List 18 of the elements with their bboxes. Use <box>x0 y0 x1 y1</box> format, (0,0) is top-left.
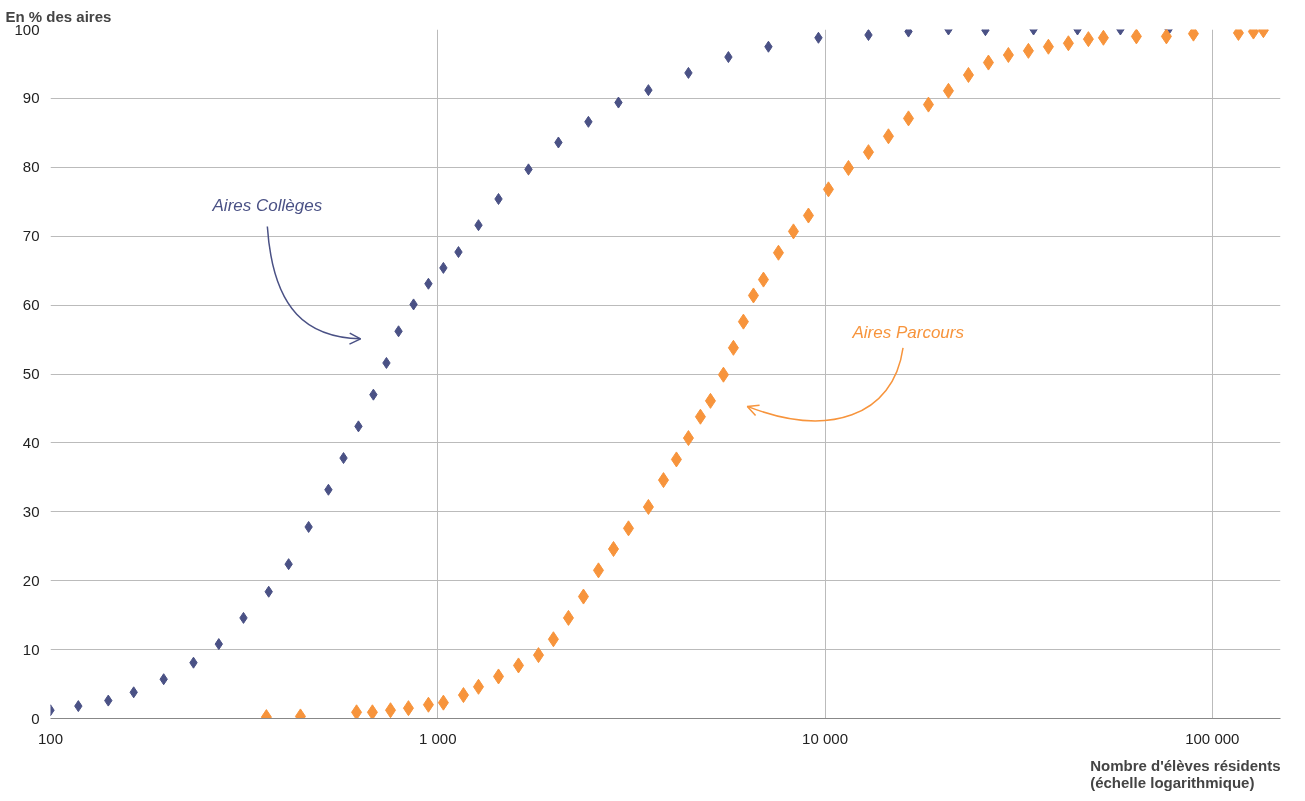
y-axis-title: En % des aires <box>5 7 112 25</box>
y-tick-label: 0 <box>31 709 40 727</box>
text: Aires Parcours <box>851 323 965 343</box>
y-tick-label: 50 <box>22 365 40 382</box>
y-tick-label: 70 <box>22 227 40 245</box>
y-tick-label: 90 <box>22 89 40 107</box>
y-tick-label: 10 <box>22 640 40 658</box>
text: Aires Collèges <box>211 195 323 215</box>
y-tick-label: 30 <box>22 502 40 520</box>
x-tick-label: 100 000 <box>1185 729 1240 747</box>
x-tick-label: 1 000 <box>419 729 457 747</box>
x-axis-title: Nombre d'élèves résidents (échelle logarithmique) <box>1090 756 1281 791</box>
y-tick-label: 20 <box>22 571 40 589</box>
y-tick-label: 60 <box>22 296 40 314</box>
x-tick-label: 10 000 <box>802 729 848 747</box>
y-tick-label: 80 <box>22 158 40 176</box>
y-tick-label: 40 <box>22 433 40 451</box>
x-tick-label: 100 <box>37 729 64 747</box>
